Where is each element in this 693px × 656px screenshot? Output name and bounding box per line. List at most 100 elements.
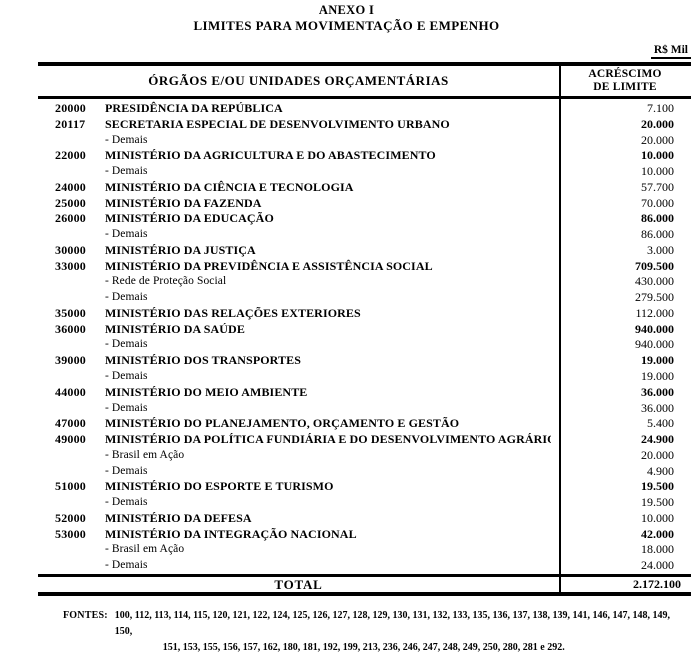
row-value: 940.000 bbox=[635, 321, 674, 336]
row-code bbox=[55, 133, 97, 149]
table-row: 26000 MINISTÉRIO DA EDUCAÇÃO 86.000 bbox=[38, 211, 691, 227]
row-name: - Demais bbox=[105, 370, 148, 383]
row-code bbox=[55, 369, 97, 385]
row-code: 25000 bbox=[55, 195, 86, 210]
row-value: 112.000 bbox=[635, 305, 674, 320]
table-row: - Demais 940.000 bbox=[38, 337, 691, 353]
sources-line1: 100, 112, 113, 114, 115, 120, 121, 122, … bbox=[114, 610, 671, 637]
table-row: - Demais 10.000 bbox=[38, 164, 691, 180]
row-code: 39000 bbox=[55, 353, 86, 368]
row-code: 22000 bbox=[55, 148, 86, 163]
table-row: - Demais 4.900 bbox=[38, 464, 691, 480]
row-code: 53000 bbox=[55, 526, 86, 541]
row-name: - Brasil em Ação bbox=[105, 543, 185, 556]
row-code bbox=[55, 558, 97, 574]
row-name: - Demais bbox=[105, 401, 148, 414]
table-row: 51000 MINISTÉRIO DO ESPORTE E TURISMO 19.5… bbox=[38, 479, 691, 495]
row-name: SECRETARIA ESPECIAL DE DESENVOLVIMENTO U… bbox=[105, 116, 450, 131]
row-value: 19.500 bbox=[641, 479, 674, 494]
row-value: 279.500 bbox=[635, 290, 674, 305]
row-name: PRESIDÊNCIA DA REPÚBLICA bbox=[105, 101, 283, 115]
row-value: 18.000 bbox=[641, 542, 674, 557]
table-row: 30000 MINISTÉRIO DA JUSTIÇA 3.000 bbox=[38, 243, 691, 259]
table-row: 33000 MINISTÉRIO DA PREVIDÊNCIA E ASSISTÊ… bbox=[38, 259, 691, 275]
row-code: 24000 bbox=[55, 179, 86, 194]
row-code bbox=[55, 448, 97, 464]
row-code: 44000 bbox=[55, 384, 86, 399]
row-code: 33000 bbox=[55, 258, 86, 273]
annex-title: ANEXO I bbox=[318, 3, 375, 17]
row-value: 36.000 bbox=[641, 384, 674, 399]
row-value: 20.000 bbox=[641, 447, 674, 462]
document-header: ANEXO I LIMITES PARA MOVIMENTAÇÃO E EMPE… bbox=[0, 3, 693, 33]
row-value: 70.000 bbox=[641, 195, 674, 210]
table-row: - Demais 19.500 bbox=[38, 495, 691, 511]
row-code bbox=[55, 164, 97, 180]
row-value: 86.000 bbox=[641, 211, 674, 226]
row-name: MINISTÉRIO DA EDUCAÇÃO bbox=[105, 211, 274, 226]
row-name: MINISTÉRIO DA INTEGRAÇÃO NACIONAL bbox=[105, 526, 357, 541]
row-value: 42.000 bbox=[641, 526, 674, 541]
table-row: - Rede de Proteção Social 430.000 bbox=[38, 274, 691, 290]
table-body: 20000 PRESIDÊNCIA DA REPÚBLICA 7.100 20117 S… bbox=[38, 99, 691, 574]
currency-unit-label: R$ Mil bbox=[650, 44, 691, 59]
row-value: 36.000 bbox=[641, 400, 674, 415]
table-row: 36000 MINISTÉRIO DA SAÚDE 940.000 bbox=[38, 322, 691, 338]
column-divider-line bbox=[559, 62, 561, 596]
row-name: - Rede de Proteção Social bbox=[105, 275, 227, 288]
row-name: - Demais bbox=[105, 338, 148, 351]
row-code: 20000 bbox=[55, 101, 86, 115]
sources-footnote: FONTES: 100, 112, 113, 114, 115, 120, 12… bbox=[63, 608, 687, 656]
table-row: - Brasil em Ação 18.000 bbox=[38, 542, 691, 558]
table-row: 25000 MINISTÉRIO DA FAZENDA 70.000 bbox=[38, 196, 691, 212]
row-value: 10.000 bbox=[641, 148, 674, 163]
table-row: 39000 MINISTÉRIO DOS TRANSPORTES 19.000 bbox=[38, 353, 691, 369]
total-value: 2.172.100 bbox=[633, 577, 681, 591]
row-name: - Demais bbox=[105, 133, 148, 146]
row-name: MINISTÉRIO DA FAZENDA bbox=[105, 195, 262, 210]
row-value: 940.000 bbox=[635, 337, 674, 352]
row-name: - Demais bbox=[105, 291, 148, 304]
row-name: MINISTÉRIO DA DEFESA bbox=[105, 510, 252, 525]
row-value: 24.000 bbox=[641, 558, 674, 573]
row-value: 20.000 bbox=[641, 132, 674, 147]
table-row: - Demais 24.000 bbox=[38, 558, 691, 574]
row-name: - Demais bbox=[105, 165, 148, 178]
row-code bbox=[55, 227, 97, 243]
table-row: 22000 MINISTÉRIO DA AGRICULTURA E DO ABAS… bbox=[38, 148, 691, 164]
table-row: 20000 PRESIDÊNCIA DA REPÚBLICA 7.100 bbox=[38, 101, 691, 117]
row-value: 57.700 bbox=[641, 179, 674, 194]
row-value: 7.100 bbox=[647, 101, 674, 115]
row-code: 51000 bbox=[55, 479, 86, 494]
table-row: 53000 MINISTÉRIO DA INTEGRAÇÃO NACIONAL 42… bbox=[38, 527, 691, 543]
row-name: MINISTÉRIO DO ESPORTE E TURISMO bbox=[105, 479, 334, 494]
row-code bbox=[55, 274, 97, 290]
row-name: MINISTÉRIO DA AGRICULTURA E DO ABASTECIM… bbox=[105, 148, 436, 163]
row-value: 3.000 bbox=[647, 242, 674, 257]
row-code: 35000 bbox=[55, 305, 86, 320]
row-name: MINISTÉRIO DA JUSTIÇA bbox=[105, 242, 256, 257]
sources-line2: 151, 153, 155, 156, 157, 162, 180, 181, … bbox=[162, 642, 565, 653]
column-header-organs: ÓRGÃOS E/OU UNIDADES ORÇAMENTÁRIAS bbox=[148, 73, 449, 88]
row-name: MINISTÉRIO DOS TRANSPORTES bbox=[105, 353, 302, 368]
row-name: - Brasil em Ação bbox=[105, 448, 185, 461]
table-row: 47000 MINISTÉRIO DO PLANEJAMENTO, ORÇAMEN… bbox=[38, 416, 691, 432]
table-row: 35000 MINISTÉRIO DAS RELAÇÕES EXTERIORES 1… bbox=[38, 306, 691, 322]
row-value: 10.000 bbox=[641, 164, 674, 179]
column-header-limit: ACRÉSCIMO DE LIMITE bbox=[559, 68, 691, 94]
table-row: 49000 MINISTÉRIO DA POLÍTICA FUNDIÁRIA E … bbox=[38, 432, 691, 448]
row-name: MINISTÉRIO DA CIÊNCIA E TECNOLOGIA bbox=[105, 179, 354, 194]
table-row: 20117 SECRETARIA ESPECIAL DE DESENVOLVIME… bbox=[38, 117, 691, 133]
row-value: 709.500 bbox=[635, 258, 674, 273]
row-code: 52000 bbox=[55, 510, 86, 525]
table-header-row: ÓRGÃOS E/OU UNIDADES ORÇAMENTÁRIAS ACRÉS… bbox=[38, 62, 691, 99]
row-name: MINISTÉRIO DO PLANEJAMENTO, ORÇAMENTO E … bbox=[105, 416, 460, 431]
row-code: 26000 bbox=[55, 211, 86, 226]
table-row: 52000 MINISTÉRIO DA DEFESA 10.000 bbox=[38, 511, 691, 527]
row-name: - Demais bbox=[105, 228, 148, 241]
row-value: 4.900 bbox=[647, 463, 674, 478]
row-code bbox=[55, 495, 97, 511]
row-value: 19.000 bbox=[641, 369, 674, 384]
row-value: 86.000 bbox=[641, 227, 674, 242]
row-name: MINISTÉRIO DO MEIO AMBIENTE bbox=[105, 384, 308, 399]
